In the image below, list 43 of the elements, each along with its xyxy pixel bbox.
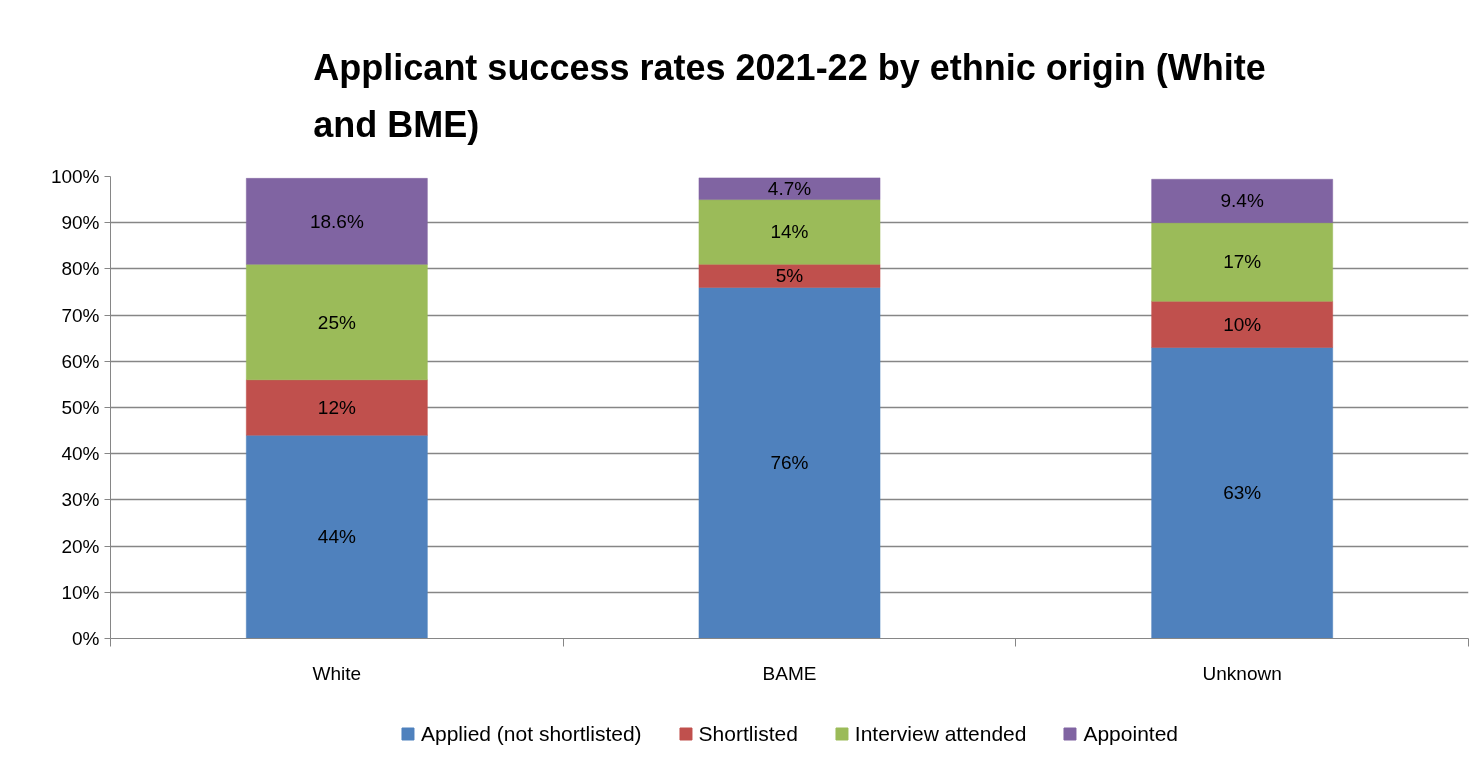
bar	[698, 177, 881, 200]
y-tick-label: 70%	[61, 304, 100, 326]
legend-label: Appointed	[1083, 721, 1179, 746]
y-tick-label: 50%	[61, 397, 100, 418]
bar	[246, 379, 428, 436]
x-tick-label: BAME	[762, 662, 817, 684]
y-tick-label: 10%	[61, 581, 100, 603]
data-label: 4.7%	[767, 178, 812, 200]
bar	[246, 178, 428, 265]
data-label: 17%	[1223, 251, 1262, 273]
data-label: 18.6%	[309, 210, 364, 232]
bar	[1151, 347, 1333, 639]
y-tick-label: 90%	[61, 212, 100, 234]
data-label: 5%	[775, 265, 804, 287]
y-tick-label: 100%	[50, 166, 100, 187]
data-label: 14%	[770, 221, 809, 243]
bar	[698, 264, 881, 288]
data-label: 25%	[317, 311, 356, 333]
legend-label: Shortlisted	[698, 721, 798, 746]
data-label: 9.4%	[1220, 190, 1264, 212]
data-label: 63%	[1223, 482, 1262, 504]
chart-title: Applicant success rates 2021-22 by ethnic origin (White and BME)	[313, 47, 1266, 146]
legend-label: Interview attended	[854, 721, 1027, 746]
bar	[1151, 179, 1333, 223]
bar	[1151, 300, 1333, 348]
x-tick-label: Unknown	[1202, 662, 1282, 684]
y-tick-label: 20%	[61, 535, 100, 557]
x-tick-label: White	[312, 662, 362, 684]
bar	[698, 199, 881, 265]
data-label: 12%	[317, 397, 356, 418]
bar	[1151, 222, 1333, 302]
legend-label: Applied (not shortlisted)	[420, 721, 642, 746]
data-label: 10%	[1223, 313, 1262, 335]
bar	[698, 287, 881, 639]
y-tick-label: 40%	[61, 443, 100, 465]
y-tick-label: 30%	[61, 489, 100, 511]
y-tick-label: 80%	[61, 258, 100, 280]
y-tick-label: 60%	[61, 350, 100, 372]
data-label: 76%	[770, 452, 809, 474]
data-label: 44%	[317, 526, 356, 548]
bar	[246, 434, 428, 639]
y-tick-label: 0%	[72, 628, 100, 649]
bar	[246, 264, 428, 381]
